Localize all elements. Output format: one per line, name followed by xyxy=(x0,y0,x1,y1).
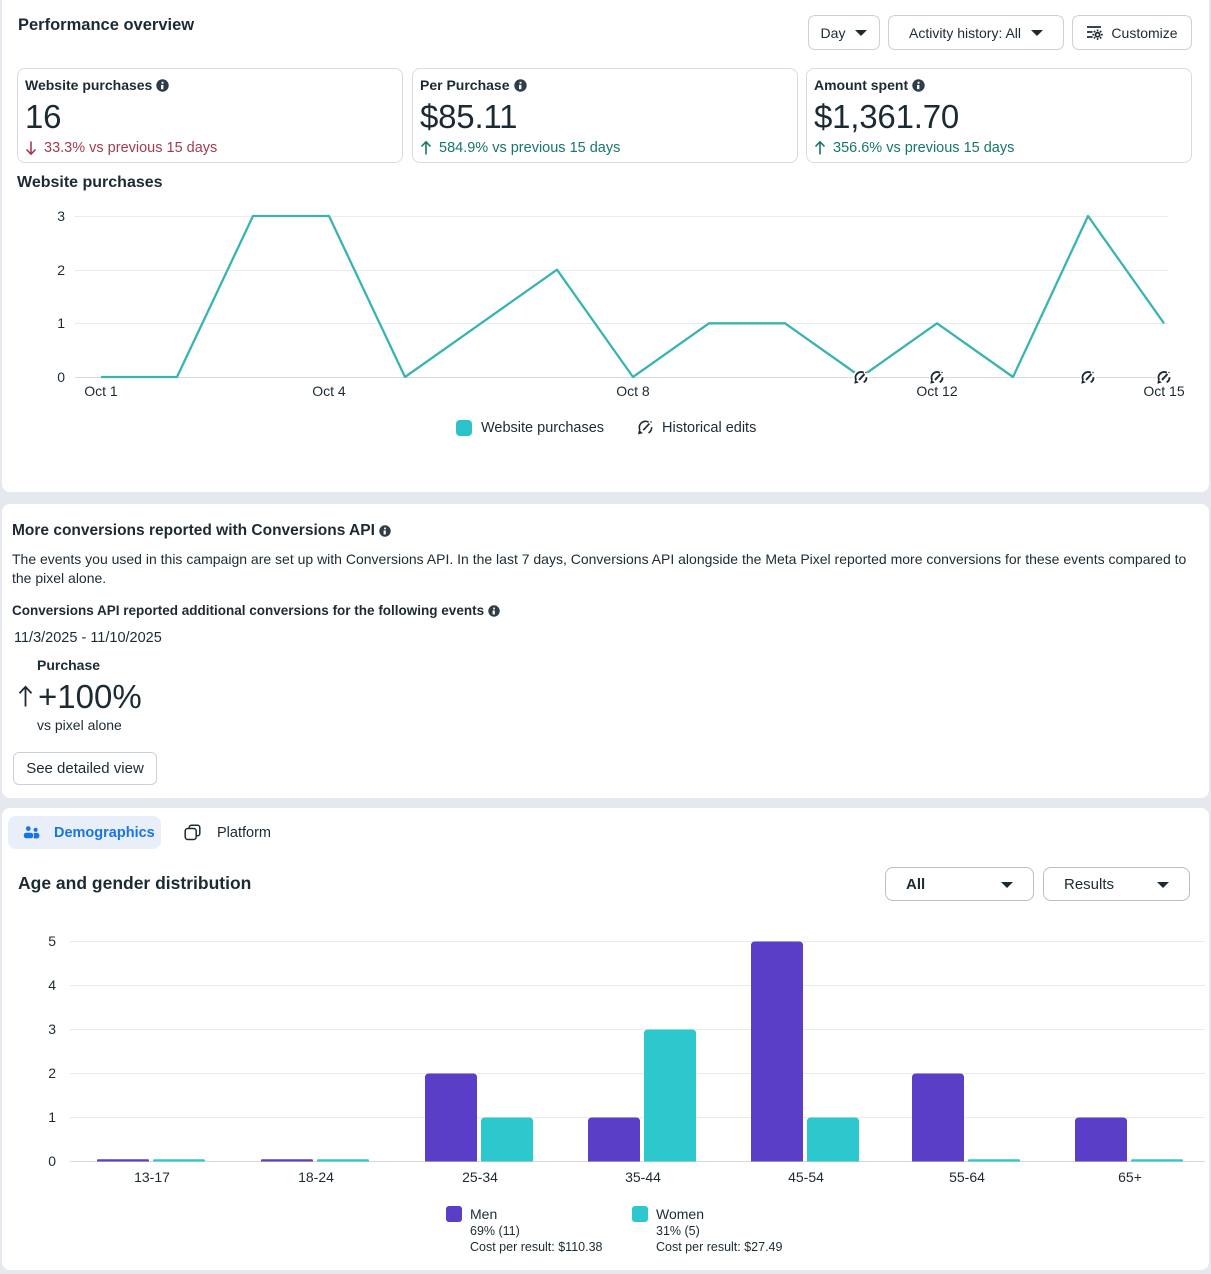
svg-text:Cost per result: $27.49: Cost per result: $27.49 xyxy=(656,1240,783,1254)
svg-text:3: 3 xyxy=(57,208,65,224)
svg-text:Oct 1: Oct 1 xyxy=(84,383,118,399)
svg-text:Oct 4: Oct 4 xyxy=(312,383,346,399)
svg-text:0: 0 xyxy=(57,369,65,385)
svg-text:2: 2 xyxy=(57,262,65,278)
svg-text:Oct 12: Oct 12 xyxy=(916,383,957,399)
svg-text:Cost per result: $110.38: Cost per result: $110.38 xyxy=(470,1240,603,1254)
svg-text:1: 1 xyxy=(57,315,65,331)
svg-text:Men: Men xyxy=(470,1206,497,1222)
svg-text:69% (11): 69% (11) xyxy=(470,1224,520,1238)
svg-text:35-44: 35-44 xyxy=(625,1169,661,1185)
svg-text:3: 3 xyxy=(48,1021,56,1037)
svg-text:45-54: 45-54 xyxy=(788,1169,824,1185)
svg-text:Oct 15: Oct 15 xyxy=(1143,383,1184,399)
svg-text:0: 0 xyxy=(48,1153,56,1169)
svg-text:2: 2 xyxy=(48,1065,56,1081)
svg-text:Women: Women xyxy=(656,1206,704,1222)
svg-text:55-64: 55-64 xyxy=(949,1169,985,1185)
svg-text:5: 5 xyxy=(48,933,56,949)
svg-text:1: 1 xyxy=(48,1109,56,1125)
svg-text:25-34: 25-34 xyxy=(462,1169,498,1185)
svg-text:Oct 8: Oct 8 xyxy=(616,383,650,399)
svg-text:18-24: 18-24 xyxy=(298,1169,334,1185)
svg-text:31% (5): 31% (5) xyxy=(656,1224,700,1238)
svg-text:4: 4 xyxy=(48,977,56,993)
svg-text:65+: 65+ xyxy=(1118,1169,1142,1185)
svg-text:13-17: 13-17 xyxy=(134,1169,170,1185)
